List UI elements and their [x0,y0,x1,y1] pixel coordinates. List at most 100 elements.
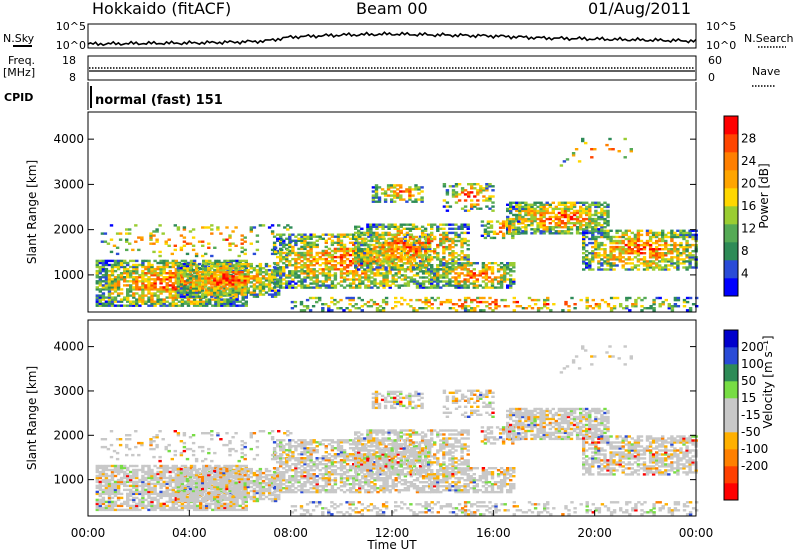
power-cell [195,300,200,303]
power-cell [420,241,425,245]
power-cell [388,262,392,265]
velocity-cell [171,500,175,504]
power-cell [141,282,145,285]
velocity-cell [101,488,106,492]
power-cell [348,270,353,273]
power-cell [420,200,424,203]
power-cell [557,211,562,215]
power-cell [498,230,503,233]
power-cell [405,241,410,245]
power-cell [397,284,401,287]
power-cell [451,185,456,188]
power-cell [232,300,236,303]
power-cell [396,233,400,237]
power-cell [188,271,193,274]
power-cell [421,272,426,275]
power-cell [658,264,662,267]
power-cell [457,266,461,269]
power-cell [300,278,304,281]
power-cell [399,186,403,189]
power-cell [415,309,419,312]
power-cell [267,283,272,286]
power-cell [661,260,665,263]
power-cell [379,274,383,277]
power-cell [272,235,277,238]
power-cell [285,264,289,267]
power-cell [225,277,229,280]
power-cell [101,265,106,269]
power-cell [566,222,571,225]
power-cell [339,262,344,265]
power-cell [623,137,627,141]
power-cell [454,231,458,235]
power-cell [563,215,568,219]
power-cell [135,276,139,279]
power-cell [168,292,172,295]
power-cell [445,266,449,269]
power-cell [370,235,374,238]
power-cell [454,235,458,239]
power-cell [306,286,310,289]
power-cell [128,228,132,231]
power-cell [375,231,379,235]
power-cell [436,278,440,281]
power-cell [688,229,692,232]
power-cell [621,250,625,253]
velocity-cell [98,472,102,476]
velocity-cell [138,498,142,502]
power-cell [631,305,635,308]
power-cell [285,276,289,279]
power-cell [150,298,154,301]
power-cell [463,223,467,226]
power-cell [673,262,677,265]
power-cell [652,307,656,310]
power-cell [399,223,403,226]
power-cell [615,245,619,249]
power-cell [545,228,549,231]
power-cell [147,282,151,285]
power-cell [366,223,370,226]
power-cell [405,252,410,255]
power-cell [603,209,607,213]
power-cell [484,274,489,277]
power-cell [661,252,665,255]
velocity-cell [171,470,175,474]
power-cell [457,284,461,287]
n-sky-trace [87,31,697,47]
power-cell [539,203,543,206]
power-cell [634,305,638,308]
power-cell [542,232,546,235]
power-cell [264,273,269,276]
power-cell [408,188,412,191]
power-cell [300,247,304,251]
power-cell [150,263,154,267]
cpid-panel: CPID normal (fast) 151 [4,82,697,110]
velocity-cell [110,506,115,510]
power-cell [270,289,275,292]
power-cell [110,265,115,269]
power-cell [176,226,181,229]
power-cell [384,225,388,228]
power-cell [636,248,641,251]
power-cell [457,239,461,243]
power-cell [363,262,367,265]
power-cell [597,201,601,204]
power-cell [512,282,516,285]
power-cell [384,296,389,300]
power-cell [566,205,571,209]
power-cell [285,243,289,247]
power-cell [673,296,678,300]
power-cell [676,256,680,259]
power-cell [104,288,109,291]
power-cell [670,305,675,308]
power-cell [101,302,106,305]
velocity-cell [180,478,185,482]
power-cell [451,241,455,245]
power-cell [451,276,455,279]
power-cell [255,234,260,237]
power-cell [217,300,221,303]
power-cell [249,277,253,280]
power-cell [202,259,206,263]
power-cell [417,264,422,267]
